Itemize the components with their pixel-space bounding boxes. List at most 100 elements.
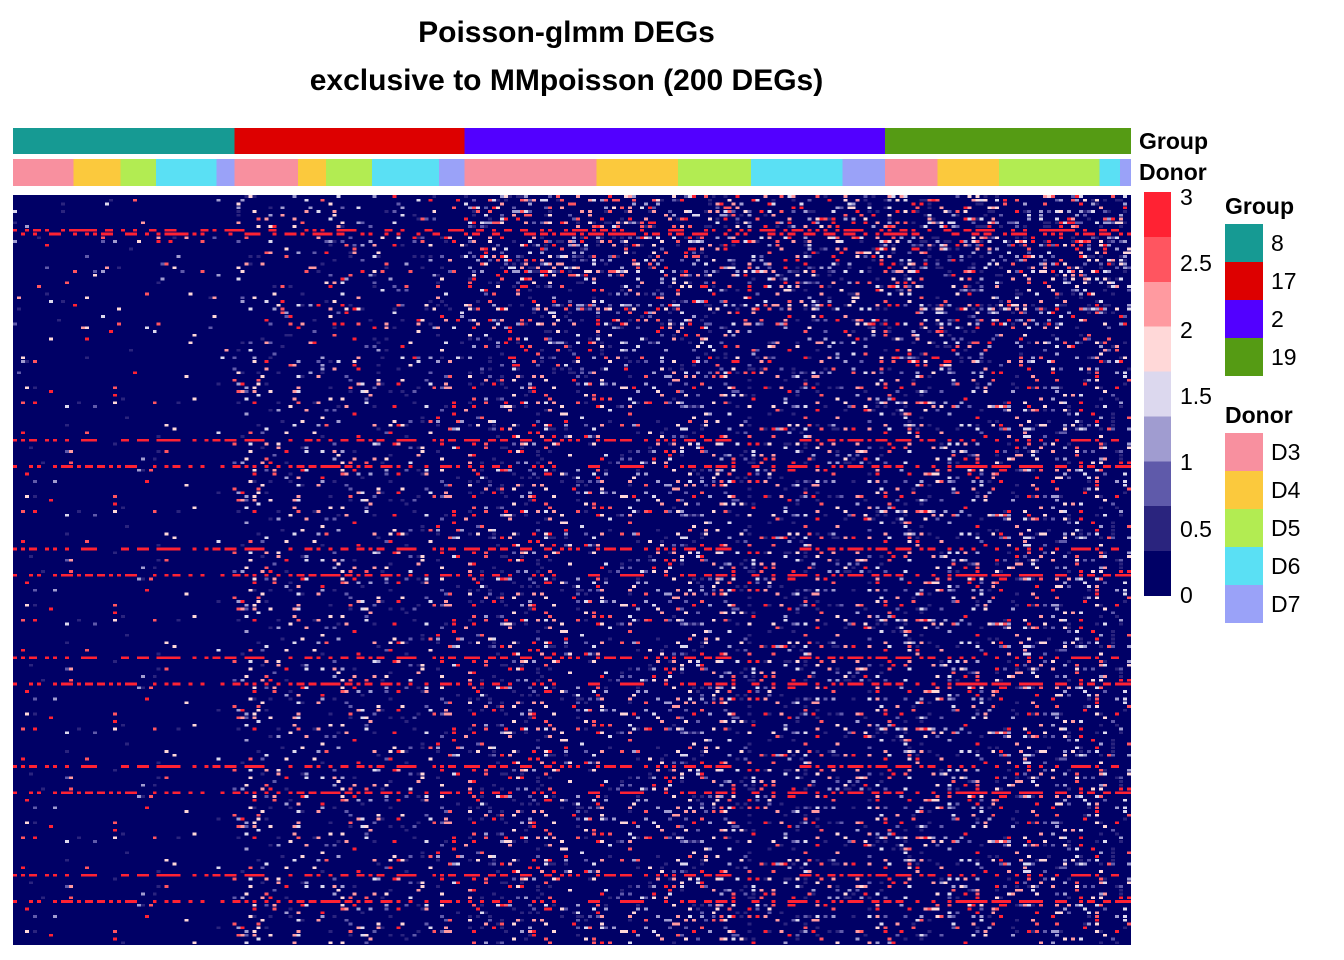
colorbar-tick-label: 2 bbox=[1180, 316, 1193, 343]
heatmap-row bbox=[172, 536, 1131, 540]
heatmap-row bbox=[64, 641, 1116, 645]
donor-block-D4 bbox=[596, 159, 679, 186]
donor-legend-entry: D6 bbox=[1225, 547, 1300, 585]
donor-legend-label: D6 bbox=[1271, 552, 1301, 579]
color-scale-bar bbox=[1144, 192, 1171, 596]
heatmap-row bbox=[232, 813, 1131, 817]
heatmap-row bbox=[20, 356, 1128, 360]
heatmap-row bbox=[20, 540, 1068, 543]
donor-block-D3 bbox=[464, 159, 597, 186]
heatmap-row bbox=[280, 311, 1116, 315]
heatmap-row bbox=[280, 345, 1120, 348]
donor-block-D4 bbox=[937, 159, 1000, 186]
group-legend-entry: 8 bbox=[1225, 224, 1284, 262]
donor-legend-entry: D7 bbox=[1225, 585, 1300, 623]
heatmap-row bbox=[64, 885, 1124, 888]
donor-block-D6 bbox=[156, 159, 217, 186]
heatmap-row bbox=[112, 442, 1131, 446]
donor-block-D7 bbox=[438, 159, 465, 186]
heatmap-row bbox=[216, 491, 1128, 495]
heatmap-row bbox=[244, 412, 1116, 416]
heatmap-row bbox=[244, 195, 1128, 198]
heatmap-row bbox=[124, 742, 1131, 746]
heatmap-row bbox=[56, 318, 1088, 322]
group-legend-label: 19 bbox=[1271, 343, 1297, 370]
group-legend-swatch bbox=[1225, 224, 1263, 262]
colorbar-segment bbox=[1144, 461, 1171, 507]
donor-block-D7 bbox=[216, 159, 235, 186]
donor-annotation-track bbox=[13, 159, 1131, 186]
heatmap-row bbox=[24, 472, 1128, 476]
heatmap-row bbox=[13, 573, 1131, 577]
heatmap-row bbox=[232, 596, 1131, 600]
heatmap-row bbox=[16, 296, 1084, 300]
heatmap-row bbox=[24, 930, 1120, 933]
heatmap-row bbox=[232, 367, 1131, 371]
heatmap-row bbox=[216, 382, 1128, 386]
heatmap-row bbox=[140, 675, 1124, 678]
donor-legend-swatch bbox=[1225, 433, 1263, 471]
heatmap-row bbox=[288, 363, 1024, 367]
donor-legend-swatch bbox=[1225, 547, 1263, 585]
heatmap-row bbox=[72, 303, 1131, 307]
heatmap-row bbox=[120, 506, 1120, 510]
heatmap-row bbox=[140, 783, 1124, 787]
donor-block-D6 bbox=[750, 159, 843, 186]
heatmap-row bbox=[156, 652, 1104, 656]
heatmap-row bbox=[28, 663, 1131, 667]
heatmap-row bbox=[120, 941, 1120, 945]
heatmap-row bbox=[216, 926, 1128, 930]
heatmap-row bbox=[28, 772, 1131, 776]
heatmap-row bbox=[280, 420, 1116, 423]
heatmap-row bbox=[128, 247, 1131, 251]
heatmap-row bbox=[24, 386, 1120, 390]
colorbar-tick-label: 2.5 bbox=[1180, 250, 1212, 277]
heatmap-row bbox=[244, 630, 1116, 633]
heatmap-row bbox=[184, 918, 1128, 922]
heatmap-row bbox=[156, 761, 1104, 765]
heatmap-row bbox=[20, 727, 1124, 731]
heatmap-row bbox=[13, 438, 1120, 442]
heatmap-row bbox=[64, 750, 1116, 753]
heatmap-row bbox=[120, 615, 1120, 618]
heatmap-row bbox=[48, 390, 1108, 393]
heatmap-row bbox=[32, 915, 1128, 918]
heatmap-row bbox=[13, 221, 1128, 225]
heatmap-row bbox=[36, 236, 1120, 240]
heatmap-row bbox=[192, 333, 1092, 337]
heatmap-row bbox=[40, 461, 1131, 465]
donor-track-label: Donor bbox=[1139, 159, 1207, 185]
heatmap-row bbox=[32, 588, 1128, 592]
heatmap-row bbox=[13, 791, 1131, 795]
group-block-8 bbox=[13, 128, 235, 154]
heatmap-row bbox=[380, 288, 1131, 292]
heatmap-row bbox=[13, 240, 1128, 243]
heatmap-row bbox=[48, 825, 1108, 828]
heatmap-row bbox=[136, 903, 1104, 907]
heatmap-row bbox=[172, 753, 1131, 757]
donor-legend-label: D3 bbox=[1271, 438, 1301, 465]
colorbar-segment bbox=[1144, 326, 1171, 372]
heatmap-row bbox=[112, 660, 1131, 663]
heatmap-row bbox=[284, 693, 1100, 697]
heatmap-row bbox=[13, 547, 1120, 551]
heatmap-row bbox=[280, 746, 1116, 750]
donor-legend-label: D4 bbox=[1271, 476, 1301, 503]
group-legend-entry: 19 bbox=[1225, 338, 1297, 376]
chart-title-line-1: Poisson-glmm DEGs bbox=[418, 16, 715, 49]
heatmap-row bbox=[124, 416, 1131, 420]
group-block-19 bbox=[885, 128, 1131, 154]
colorbar-tick-label: 1 bbox=[1180, 449, 1193, 476]
heatmap-row bbox=[232, 705, 1131, 708]
heatmap-row bbox=[112, 502, 1116, 506]
heatmap-row bbox=[44, 243, 1112, 247]
donor-block-D3 bbox=[13, 159, 74, 186]
heatmap-row bbox=[184, 810, 1128, 813]
heatmap-row bbox=[188, 341, 1128, 345]
heatmap-row bbox=[236, 206, 1128, 210]
colorbar-segment bbox=[1144, 281, 1171, 327]
heatmap-row bbox=[16, 307, 1131, 311]
heatmap-row bbox=[64, 450, 1124, 453]
heatmap-row bbox=[92, 273, 1088, 277]
heatmap-row bbox=[160, 277, 1124, 281]
